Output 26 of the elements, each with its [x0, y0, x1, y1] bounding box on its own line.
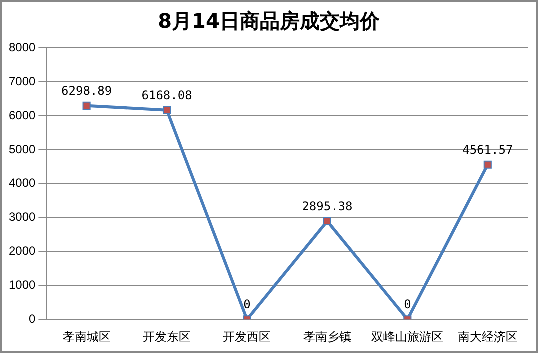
text: 6298.89 [62, 84, 112, 98]
text: 0 [244, 298, 251, 312]
text: 2895.38 [302, 200, 353, 214]
y-tick-label: 5000 [8, 142, 36, 156]
x-tick-label: 开发西区 [223, 330, 272, 344]
x-tick-label: 双峰山旅游区 [372, 330, 444, 344]
point [323, 217, 332, 226]
point [484, 160, 492, 169]
y-tick-label: 3000 [8, 210, 36, 224]
x-tick-label: 开发东区 [143, 330, 192, 344]
y-tick-label: 1000 [8, 278, 36, 292]
y-tick-label: 6000 [8, 108, 36, 122]
y-tick-label: 0 [29, 312, 36, 326]
text: 0 [404, 298, 412, 312]
point [162, 106, 172, 114]
y-tick-label: 8000 [8, 40, 36, 55]
x-tick-label: 孝南城区 [62, 330, 111, 344]
x-tick-label: 孝南乡镇 [303, 330, 352, 344]
y-tick-label: 2000 [8, 244, 36, 258]
point [82, 102, 91, 110]
text: 4561.57 [462, 142, 514, 157]
x-tick-label: 南大经济区 [458, 330, 518, 344]
chart-title: 8月14日商品房成交均价 [157, 8, 381, 35]
text: 6168.08 [142, 88, 192, 102]
y-tick-label: 7000 [8, 74, 36, 88]
y-tick-label: 4000 [8, 176, 36, 190]
